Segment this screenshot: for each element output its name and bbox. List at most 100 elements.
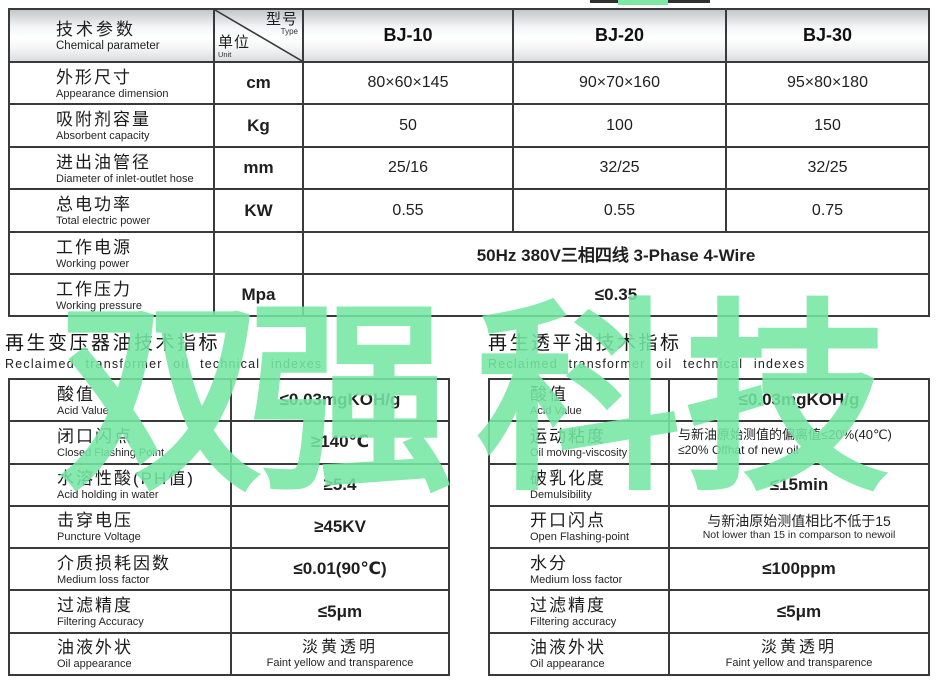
left-section-title: 再生变压器油技术指标 Reclaimed transformer oil tec… <box>5 332 322 372</box>
spec-header-param: 技术参数 Chemical parameter <box>8 8 215 63</box>
row-value-bj20: 90×70×160 <box>512 61 727 105</box>
row-label-en: Appearance dimension <box>56 87 169 100</box>
row-label: 酸值 Acid Value <box>8 377 232 423</box>
row-label-en: Acid Value <box>530 404 582 417</box>
table-row: 破乳化度 Demulsibility ≤15min <box>488 462 930 507</box>
row-label-en: Oil appearance <box>530 658 605 671</box>
top-edge-watermark-fragment <box>618 0 668 5</box>
row-label-cn: 过滤精度 <box>530 596 606 616</box>
table-row: 过滤精度 Filtering Accuracy ≤5μm <box>8 589 450 634</box>
row-unit: Kg <box>213 103 304 148</box>
row-value-bj20: 32/25 <box>512 146 727 190</box>
model-header-bj30: BJ-30 <box>725 8 930 63</box>
row-label: 介质损耗因数 Medium loss factor <box>8 547 232 592</box>
row-label: 水溶性酸(PH值) Acid holding in water <box>8 462 232 507</box>
unit-en: Unit <box>218 50 232 59</box>
diagonal-model-label: 型号 Type <box>266 12 298 36</box>
spec-header-diagonal: 型号 Type 单位 Unit <box>213 8 304 63</box>
row-label: 运动粘度 Oil moving-viscosity <box>488 420 670 465</box>
row-label: 过滤精度 Filtering Accuracy <box>8 589 232 634</box>
row-label-cn: 介质损耗因数 <box>57 553 171 573</box>
row-label-cn: 击穿电压 <box>57 511 133 531</box>
row-value-bj30: 95×80×180 <box>725 61 930 105</box>
row-value-bj30: 0.75 <box>725 188 930 233</box>
right-section-title-en: Reclaimed transformer oil technical inde… <box>488 357 806 371</box>
row-label: 油液外状 Oil appearance <box>8 631 232 677</box>
row-value-bj10: 25/16 <box>302 146 514 190</box>
row-unit: cm <box>213 61 304 105</box>
row-label-en: Oil appearance <box>57 658 132 671</box>
row-label-cn: 进出油管径 <box>56 152 151 172</box>
row-unit: Mpa <box>213 273 304 317</box>
row-value: 淡黄透明 Faint yellow and transparence <box>668 631 930 677</box>
row-value-en: Faint yellow and transparence <box>266 657 414 670</box>
row-span-value: 50Hz 380V三相四线 3-Phase 4-Wire <box>302 231 930 275</box>
row-label-en: Open Flashing-point <box>530 531 630 544</box>
row-value-cn: 淡黄透明 <box>760 639 837 657</box>
table-row: 油液外状 Oil appearance 淡黄透明 Faint yellow an… <box>488 631 930 677</box>
table-row: 油液外状 Oil appearance 淡黄透明 Faint yellow an… <box>8 631 450 677</box>
row-label-en: Acid holding in water <box>57 489 159 502</box>
row-value: ≤0.01(90℃) <box>230 547 450 592</box>
row-label: 总电功率 Total electric power <box>8 188 215 233</box>
diagonal-line <box>215 10 302 61</box>
row-label: 水分 Medium loss factor <box>488 547 670 592</box>
table-row: 工作电源 Working power 50Hz 380V三相四线 3-Phase… <box>8 231 930 275</box>
row-label-en: Demulsibility <box>530 489 592 502</box>
row-label: 油液外状 Oil appearance <box>488 631 670 677</box>
row-label-cn: 酸值 <box>57 384 95 404</box>
row-value-bj10: 0.55 <box>302 188 514 233</box>
row-label-en: Medium loss factor <box>57 573 150 586</box>
row-value: ≤0.03mgKOH/g <box>668 377 930 423</box>
row-label: 过滤精度 Filtering accuracy <box>488 589 670 634</box>
row-label-en: Closed Flashing Point <box>57 446 165 459</box>
row-label-cn: 闭口闪点 <box>57 426 133 446</box>
table-row: 吸附剂容量 Absorbent capacity Kg 50 100 150 <box>8 103 930 148</box>
right-section-title: 再生透平油技术指标 Reclaimed transformer oil tech… <box>488 332 805 372</box>
row-value: ≤100ppm <box>668 547 930 592</box>
table-row: 酸值 Acid Value ≤0.03mgKOH/g <box>488 377 930 423</box>
row-label-en: Filtering Accuracy <box>57 616 144 629</box>
row-value: 与新油原始测值的偏离值≤20%(40℃) ≤20% Offhat of new … <box>668 420 930 465</box>
row-label-cn: 工作电源 <box>56 237 132 257</box>
row-label: 开口闪点 Open Flashing-point <box>488 504 670 550</box>
right-section-title-cn: 再生透平油技术指标 <box>488 333 682 354</box>
table-row: 水溶性酸(PH值) Acid holding in water ≥5.4 <box>8 462 450 507</box>
table-row: 开口闪点 Open Flashing-point 与新油原始测值相比不低于15 … <box>488 504 930 550</box>
table-row: 水分 Medium loss factor ≤100ppm <box>488 547 930 592</box>
row-value: ≤5μm <box>668 589 930 634</box>
model-cn: 型号 <box>265 11 298 28</box>
table-row: 运动粘度 Oil moving-viscosity 与新油原始测值的偏离值≤20… <box>488 420 930 465</box>
row-value-bj20: 100 <box>512 103 727 148</box>
row-label: 吸附剂容量 Absorbent capacity <box>8 103 215 148</box>
table-row: 过滤精度 Filtering accuracy ≤5μm <box>488 589 930 634</box>
row-span-value: ≤0.35 <box>302 273 930 317</box>
row-label: 外形尺寸 Appearance dimension <box>8 61 215 105</box>
row-label-cn: 油液外状 <box>57 638 133 658</box>
row-label-en: Filtering accuracy <box>530 616 617 629</box>
row-value-cn: 与新油原始测值的偏离值≤20%(40℃) <box>678 427 892 443</box>
param-title-cn: 技术参数 <box>56 19 136 39</box>
row-value-cn: 与新油原始测值相比不低于15 <box>707 512 891 529</box>
row-label-en: Acid Value <box>57 404 109 417</box>
row-value: ≤15min <box>668 462 930 507</box>
row-value-bj20: 0.55 <box>512 188 727 233</box>
row-label-cn: 开口闪点 <box>530 511 606 531</box>
row-label-cn: 水溶性酸(PH值) <box>57 469 195 489</box>
row-value: ≤5μm <box>230 589 450 634</box>
row-label-cn: 油液外状 <box>530 638 606 658</box>
row-label: 工作压力 Working pressure <box>8 273 215 317</box>
row-value: ≤0.03mgKOH/g <box>230 377 450 423</box>
row-label-cn: 运动粘度 <box>530 426 606 446</box>
row-label: 进出油管径 Diameter of inlet-outlet hose <box>8 146 215 190</box>
row-value: ≥5.4 <box>230 462 450 507</box>
row-label-cn: 酸值 <box>530 384 568 404</box>
row-label-cn: 外形尺寸 <box>56 67 132 87</box>
table-row: 介质损耗因数 Medium loss factor ≤0.01(90℃) <box>8 547 450 592</box>
model-header-bj10: BJ-10 <box>302 8 514 63</box>
turbine-oil-table: 酸值 Acid Value ≤0.03mgKOH/g 运动粘度 Oil movi… <box>488 377 930 677</box>
row-unit: KW <box>213 188 304 233</box>
row-value-cn: 淡黄透明 <box>301 639 378 657</box>
row-label-en: Working pressure <box>56 299 142 312</box>
